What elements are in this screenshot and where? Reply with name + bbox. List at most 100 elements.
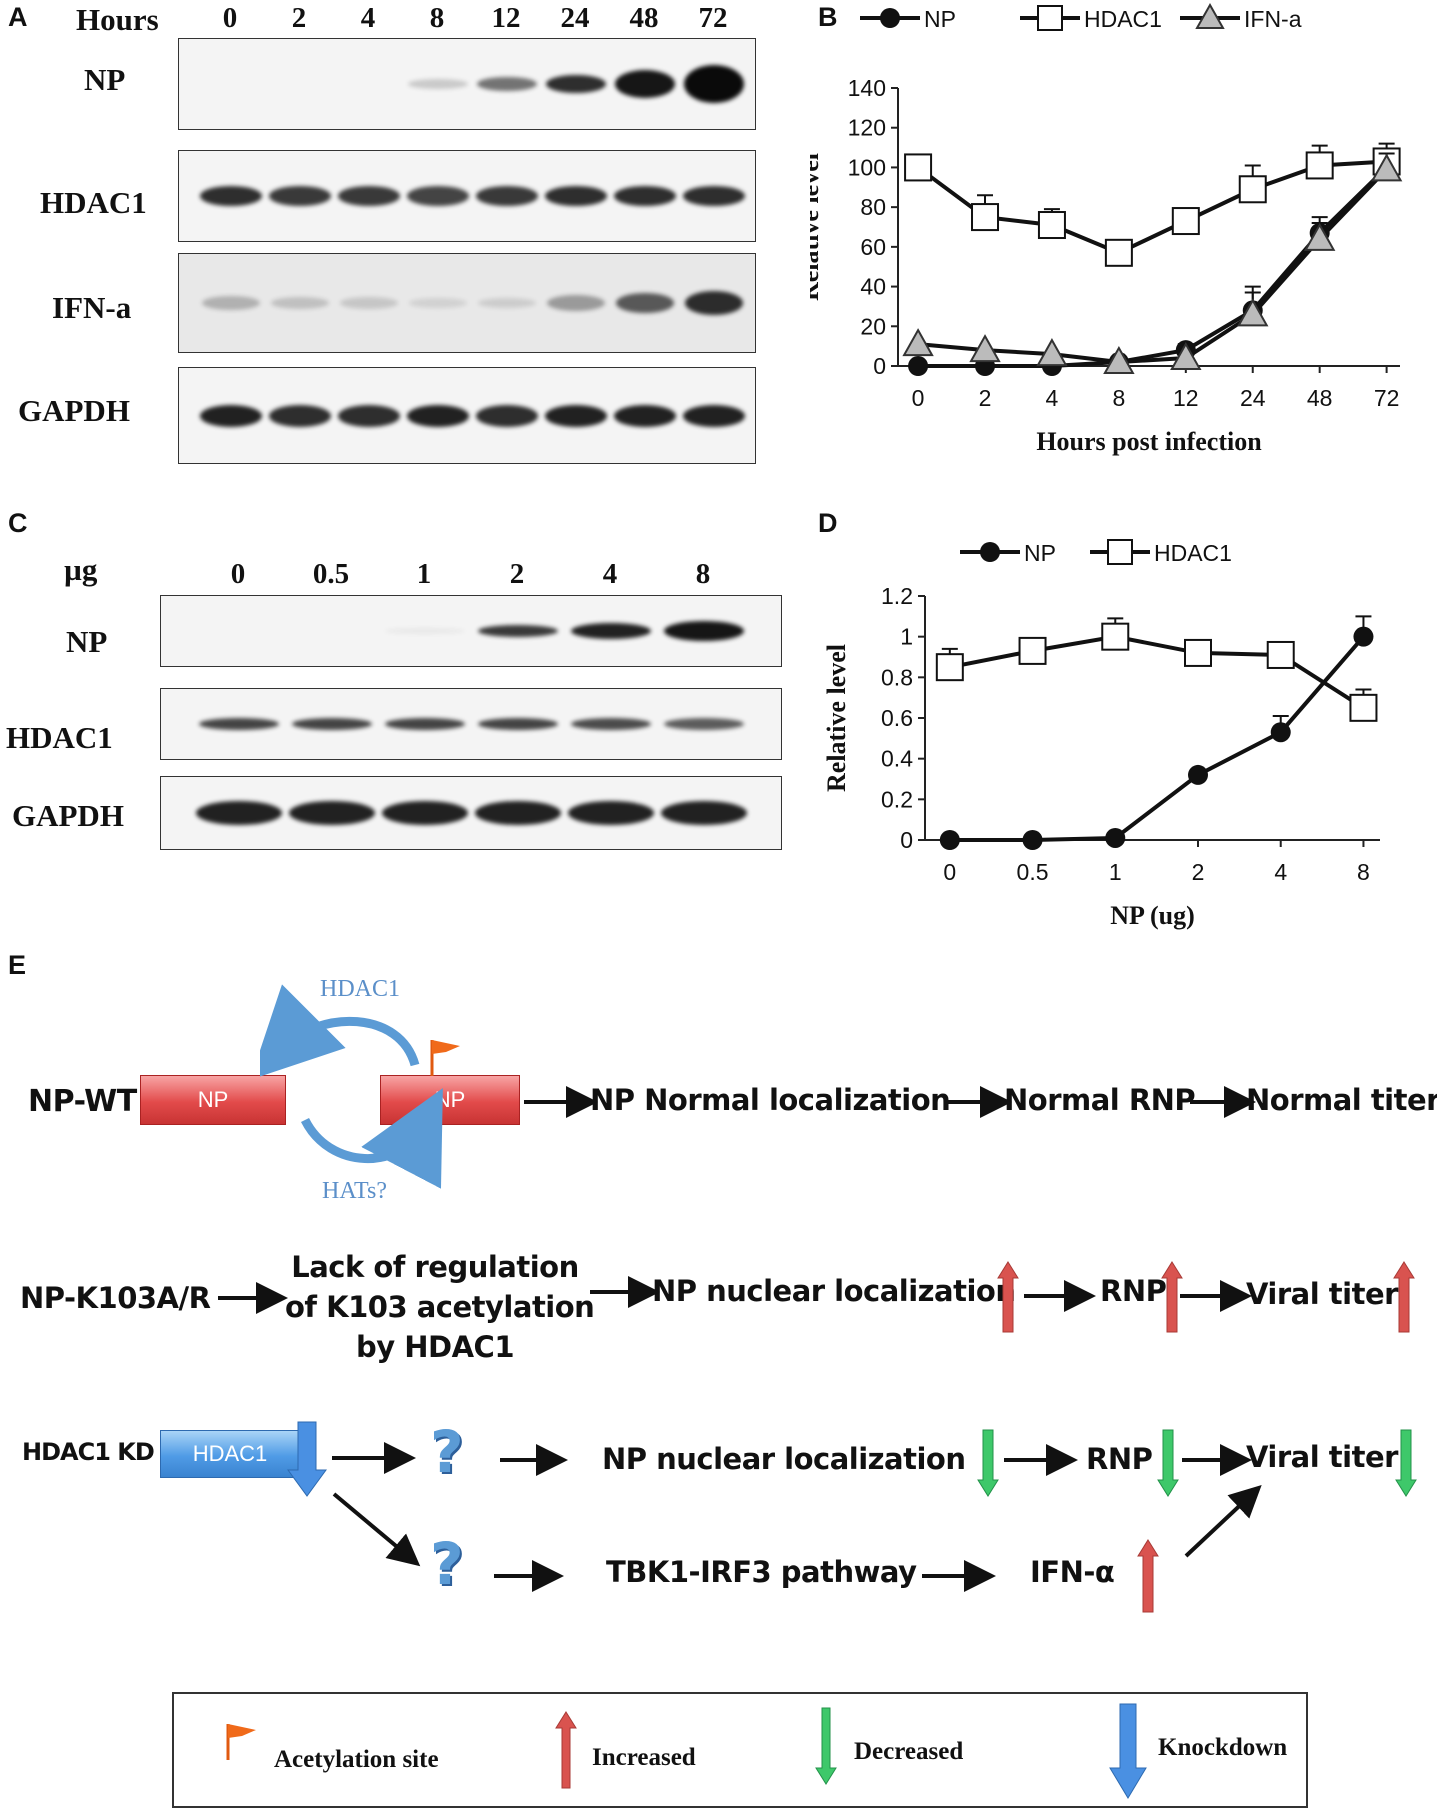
blot-band bbox=[476, 186, 538, 206]
blot-band bbox=[475, 801, 561, 825]
legend-decreased-arrow-icon bbox=[815, 1707, 837, 1785]
data-point bbox=[1184, 638, 1212, 667]
blot-band bbox=[661, 801, 747, 825]
y-tick-label: 0.2 bbox=[881, 786, 913, 812]
rnp-up: RNP bbox=[1100, 1274, 1167, 1308]
lane-label: 72 bbox=[698, 2, 728, 34]
data-point bbox=[939, 830, 960, 850]
series-line bbox=[917, 168, 1389, 365]
data-point bbox=[1018, 636, 1047, 665]
blot-band bbox=[664, 621, 744, 641]
blot-band bbox=[201, 77, 261, 91]
blot-c-hdac1-membrane bbox=[160, 688, 782, 760]
blot-band bbox=[200, 404, 262, 427]
y-tick-label: 0.8 bbox=[881, 664, 913, 690]
np-wt-label: NP-WT bbox=[28, 1084, 137, 1119]
blot-band bbox=[408, 79, 468, 89]
x-tick-label: 48 bbox=[1307, 385, 1333, 411]
data-point bbox=[935, 653, 964, 682]
data-point bbox=[908, 356, 929, 376]
panel-label-c: C bbox=[8, 508, 28, 538]
blot-band bbox=[478, 298, 536, 308]
blot-band bbox=[568, 801, 654, 825]
blot-band bbox=[545, 186, 607, 206]
blot-band bbox=[616, 293, 674, 313]
increased-arrow-icon bbox=[1137, 1539, 1159, 1613]
blot-band bbox=[407, 186, 469, 206]
decreased-arrow-icon bbox=[1157, 1429, 1179, 1497]
y-axis-label: Relative level bbox=[810, 153, 824, 301]
legend-knockdown-label: Knockdown bbox=[1158, 1734, 1288, 1761]
increased-arrow-icon bbox=[997, 1261, 1019, 1333]
x-tick-label: 12 bbox=[1173, 385, 1199, 411]
lane-label: 0 bbox=[222, 2, 238, 34]
lack-regulation-line1: Lack of regulation bbox=[291, 1250, 579, 1284]
lane-label: 0.5 bbox=[312, 558, 350, 590]
knockdown-arrow-icon bbox=[287, 1421, 327, 1497]
blot-band bbox=[338, 404, 400, 427]
blot-band bbox=[615, 70, 675, 98]
ifn-alpha: IFN-α bbox=[1030, 1555, 1115, 1589]
tbk1-irf3-pathway: TBK1-IRF3 pathway bbox=[606, 1555, 917, 1589]
blot-band bbox=[199, 626, 279, 636]
series-line bbox=[949, 635, 1365, 842]
panel-label-b: B bbox=[818, 2, 838, 32]
data-point bbox=[1101, 622, 1130, 651]
blot-band bbox=[664, 718, 744, 730]
lane-label: 2 bbox=[291, 2, 307, 34]
lack-regulation-line2: of K103 acetylation bbox=[285, 1290, 595, 1324]
blot-band bbox=[685, 291, 743, 315]
np-nuclear-localization-down: NP nuclear localization bbox=[602, 1442, 966, 1476]
lane-label: 4 bbox=[360, 2, 376, 34]
hdac1-arc-label: HDAC1 bbox=[320, 976, 401, 1002]
blot-band bbox=[547, 295, 605, 311]
blot-band bbox=[199, 718, 279, 730]
blot-band bbox=[545, 404, 607, 427]
legend-flag-icon bbox=[226, 1724, 256, 1760]
x-tick-label: 8 bbox=[1112, 385, 1125, 411]
increased-arrow-icon bbox=[1393, 1261, 1415, 1333]
data-point bbox=[1188, 764, 1208, 785]
line-chart-d: 0 0.2 0.4 0.6 0.8 1 1.2 0 0.5 1 2 4 8 NP (ug) Relative… bbox=[822, 539, 1380, 930]
x-tick-label: 1 bbox=[1109, 859, 1122, 885]
viral-titer-up: Viral titer bbox=[1246, 1277, 1398, 1311]
hdac1-kd-label: HDAC1 KD bbox=[22, 1438, 155, 1466]
data-point bbox=[1370, 153, 1403, 182]
y-tick-label: 0.4 bbox=[881, 746, 913, 772]
legend-acetylation-label: Acetylation site bbox=[274, 1746, 439, 1773]
data-point bbox=[1353, 626, 1374, 647]
hats-arc-arrow bbox=[300, 1088, 443, 1189]
blot-a-hdac1-membrane bbox=[178, 150, 756, 242]
flow-arrow bbox=[332, 1492, 421, 1567]
decreased-arrow-icon bbox=[1395, 1429, 1417, 1497]
data-point bbox=[1305, 151, 1334, 180]
series-line bbox=[949, 634, 1365, 710]
data-point bbox=[1022, 830, 1043, 850]
panel-label-e: E bbox=[8, 950, 27, 980]
x-tick-label: 72 bbox=[1374, 385, 1400, 411]
blot-band bbox=[478, 718, 558, 730]
rnp-down: RNP bbox=[1086, 1442, 1153, 1476]
blot-a-gapdh-membrane bbox=[178, 367, 756, 464]
legend-label: IFN-a bbox=[1244, 6, 1302, 32]
blot-band bbox=[338, 186, 400, 206]
hats-arc-label: HATs? bbox=[322, 1178, 387, 1204]
y-tick-label: 0 bbox=[900, 827, 913, 853]
blot-band bbox=[196, 801, 282, 825]
blot-a-header: Hours bbox=[76, 2, 159, 37]
blot-band bbox=[407, 404, 469, 427]
blot-a-row-np: NP bbox=[84, 62, 126, 97]
blot-band bbox=[478, 625, 558, 637]
y-axis-label: Relative level bbox=[822, 644, 851, 792]
np-normal-localization: NP Normal localization bbox=[590, 1083, 951, 1117]
data-point bbox=[1270, 722, 1291, 743]
decreased-arrow-icon bbox=[977, 1429, 999, 1497]
hdac1-arc-arrow bbox=[260, 984, 420, 1080]
diagram-arrows bbox=[218, 1086, 1417, 1613]
blot-band bbox=[269, 186, 331, 206]
y-tick-label: 140 bbox=[848, 75, 886, 101]
blot-band bbox=[385, 718, 465, 730]
data-point bbox=[969, 334, 1001, 363]
blot-band bbox=[477, 77, 537, 91]
